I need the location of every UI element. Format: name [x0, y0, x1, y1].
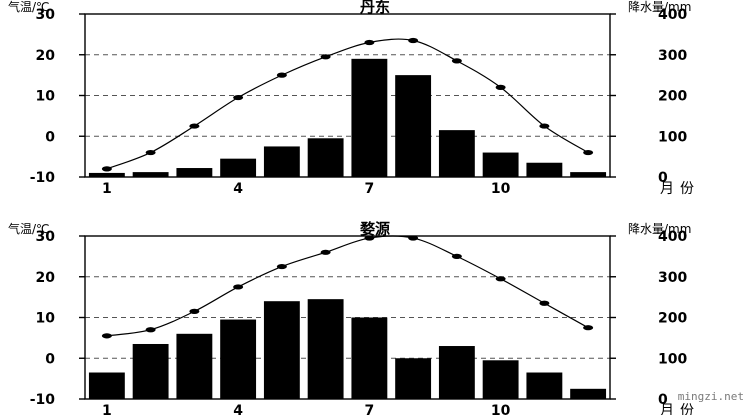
temperature-point [364, 235, 375, 241]
temperature-point [495, 84, 506, 90]
precip-bar [220, 319, 257, 399]
temperature-point [539, 300, 550, 306]
temperature-line [106, 38, 589, 170]
precip-bar [88, 172, 125, 177]
temperature-point [101, 333, 112, 339]
x-axis-title: 月份 [660, 403, 700, 415]
temp-tick-label: 30 [36, 229, 56, 245]
temperature-point [539, 123, 550, 129]
chart-title: 丹东 [360, 0, 390, 16]
precip-tick-label: 100 [658, 129, 687, 145]
precip-bar [88, 372, 125, 399]
precip-tick-label: 0 [658, 392, 668, 408]
left-axis-title: 气温/℃ [8, 221, 50, 236]
temperature-point [451, 253, 462, 259]
temperature-point [320, 249, 331, 255]
temp-tick-label: 0 [45, 351, 55, 367]
month-tick-label: 7 [365, 181, 375, 197]
temperature-point [233, 284, 244, 290]
precip-tick-label: 200 [658, 89, 687, 105]
precip-bar [220, 158, 257, 177]
temp-tick-label: 10 [36, 311, 56, 327]
precip-tick-label: 200 [658, 311, 687, 327]
temperature-point [145, 149, 156, 156]
precip-bar [438, 130, 475, 177]
right-axis-title: 降水量/mm [628, 222, 691, 236]
precip-bar [395, 358, 432, 399]
month-tick-label: 4 [233, 403, 243, 415]
month-tick-label: 1 [102, 403, 112, 415]
precip-bar [176, 168, 213, 177]
temperature-point [451, 58, 462, 64]
temperature-point [276, 263, 287, 270]
month-tick-label: 10 [491, 403, 511, 415]
month-tick-label: 7 [365, 403, 375, 415]
precip-bar [351, 58, 388, 178]
month-tick-label: 1 [102, 181, 112, 197]
right-axis-title: 降水量/mm [628, 0, 691, 14]
temp-tick-label: 10 [36, 89, 56, 105]
temperature-point [408, 235, 419, 241]
precip-bar [395, 75, 432, 177]
precip-tick-label: 300 [658, 270, 687, 286]
precip-bar [526, 372, 563, 399]
precip-bar [176, 333, 213, 399]
temp-tick-label: -10 [30, 392, 56, 408]
precip-bar [132, 343, 169, 399]
chart-title: 婺源 [359, 220, 390, 238]
precip-bar [351, 317, 388, 399]
watermark: mingzi.net [677, 390, 744, 403]
precip-tick-label: 400 [658, 7, 687, 23]
precip-bar [570, 388, 607, 399]
precip-tick-label: 0 [658, 170, 668, 186]
temp-tick-label: 30 [36, 7, 56, 23]
precip-bar [263, 301, 300, 399]
temp-tick-label: 20 [36, 48, 56, 64]
temperature-point [276, 72, 287, 78]
precip-bar [307, 299, 344, 399]
month-tick-label: 10 [491, 181, 511, 197]
temp-tick-label: 20 [36, 270, 56, 286]
temperature-point [320, 54, 331, 60]
temp-tick-label: -10 [30, 170, 56, 186]
temperature-point [233, 94, 244, 101]
precip-tick-label: 400 [658, 229, 687, 245]
precip-bar [526, 162, 563, 177]
left-axis-title: 气温/℃ [8, 0, 50, 14]
precip-tick-label: 300 [658, 48, 687, 64]
x-axis-title: 月份 [660, 181, 700, 197]
temperature-point [495, 276, 506, 282]
temperature-point [583, 149, 594, 156]
temperature-point [583, 325, 594, 331]
temperature-point [145, 327, 156, 333]
temperature-point [101, 166, 112, 172]
precip-bar [307, 138, 344, 177]
precip-bar [570, 172, 607, 177]
temperature-point [189, 123, 200, 129]
temperature-point [408, 37, 419, 44]
precip-bar [482, 360, 519, 399]
temperature-point [364, 39, 375, 46]
temperature-line [106, 235, 589, 337]
precip-bar [263, 146, 300, 177]
precip-bar [132, 172, 169, 177]
temp-tick-label: 0 [45, 129, 55, 145]
precip-bar [438, 346, 475, 399]
precip-bar [482, 152, 519, 177]
precip-tick-label: 100 [658, 351, 687, 367]
temperature-point [189, 308, 200, 314]
month-tick-label: 4 [233, 181, 243, 197]
